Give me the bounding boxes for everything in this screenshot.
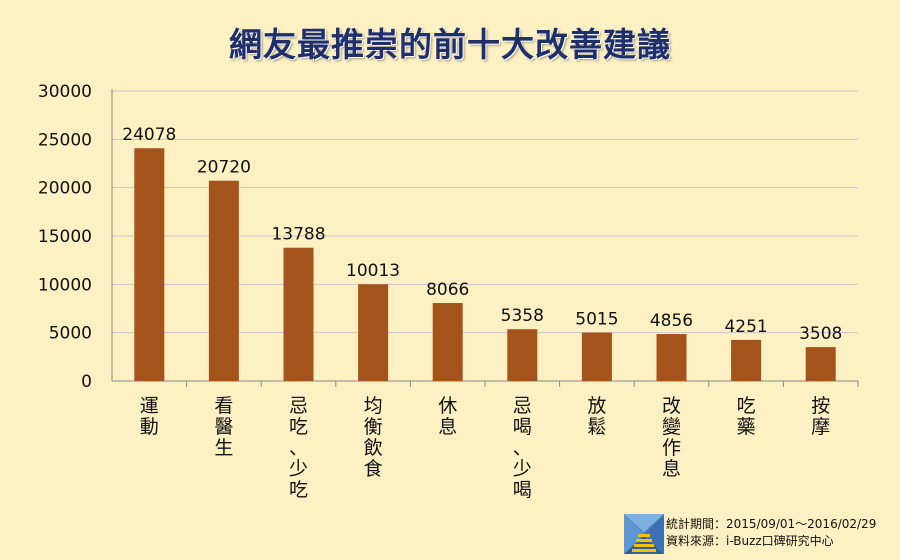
bar — [134, 148, 165, 381]
value-label: 20720 — [197, 158, 251, 178]
y-tick-label: 20000 — [38, 179, 92, 199]
footer: 統計期間：2015/09/01～2016/02/29 資料來源：i-Buzz口碑… — [624, 514, 894, 556]
footer-period: 統計期間：2015/09/01～2016/02/29 — [666, 517, 877, 531]
category-label: 忌吃、少吃 — [289, 395, 308, 501]
y-tick-label: 0 — [81, 372, 92, 392]
footer-source: 資料來源：i-Buzz口碑研究中心 — [666, 534, 834, 548]
labels: 0 5000 10000 15000 20000 25000 30000 24078 運動 207… — [38, 82, 842, 501]
value-label: 10013 — [346, 261, 400, 281]
value-label: 4856 — [650, 311, 693, 331]
value-label: 5015 — [575, 310, 618, 330]
category-label: 運動 — [140, 395, 159, 438]
bar — [432, 303, 463, 381]
bars — [134, 148, 836, 381]
category-label: 改變作息 — [662, 395, 681, 480]
category-label: 放鬆 — [587, 395, 606, 438]
bar — [581, 332, 612, 381]
bar — [283, 247, 314, 381]
value-label: 13788 — [271, 225, 325, 245]
bar — [805, 347, 836, 381]
category-label: 均衡飲食 — [364, 395, 383, 480]
y-tick-label: 5000 — [49, 324, 92, 344]
bar — [208, 180, 239, 381]
ibuzz-logo-icon — [624, 514, 664, 554]
category-label: 按摩 — [811, 395, 830, 438]
value-label: 8066 — [426, 280, 469, 300]
category-label: 休息 — [438, 395, 457, 438]
category-label: 吃藥 — [737, 395, 756, 438]
value-label: 5358 — [501, 306, 544, 326]
bar — [507, 329, 538, 381]
category-label: 看醫生 — [214, 395, 233, 459]
bar — [656, 334, 687, 381]
value-label: 24078 — [122, 125, 176, 145]
chart-title: 網友最推崇的前十大改善建議 — [229, 25, 671, 64]
y-tick-label: 10000 — [38, 275, 92, 295]
category-label: 忌喝、少喝 — [513, 395, 532, 501]
y-tick-label: 15000 — [38, 227, 92, 247]
value-label: 4251 — [724, 317, 767, 337]
y-tick-label: 30000 — [38, 82, 92, 102]
bar — [358, 284, 389, 381]
bar — [731, 339, 762, 381]
y-tick-label: 25000 — [38, 130, 92, 150]
value-label: 3508 — [799, 324, 842, 344]
